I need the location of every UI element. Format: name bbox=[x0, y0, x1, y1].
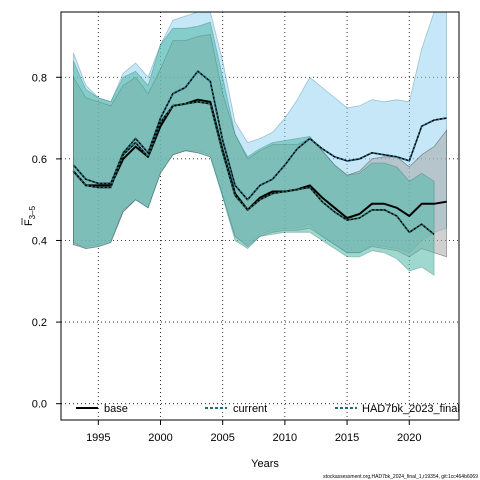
x-tick-label: 2000 bbox=[148, 432, 172, 444]
x-tick-label: 2005 bbox=[210, 432, 234, 444]
legend-item-current: current bbox=[205, 403, 267, 415]
svg-text:F3–5: F3–5 bbox=[23, 205, 37, 226]
band-had7bk-2023-final bbox=[73, 21, 435, 276]
y-tick-label: 0.2 bbox=[32, 317, 47, 329]
series-lines bbox=[72, 70, 447, 236]
legend-label-had7bk-2023-final: HAD7bk_2023_final bbox=[362, 403, 460, 415]
x-axis: 1995 2000 2005 2010 2015 2020 bbox=[86, 420, 421, 444]
y-tick-label: 0.4 bbox=[32, 235, 47, 247]
y-axis-title: F3–5 bbox=[21, 205, 37, 226]
y-tick-label: 0.0 bbox=[32, 399, 47, 411]
y-axis-title-sub: 3–5 bbox=[28, 205, 37, 219]
x-tick-label: 1995 bbox=[86, 432, 110, 444]
y-axis: 0.0 0.2 0.4 0.6 0.8 bbox=[32, 72, 61, 411]
legend-item-had7bk-2023-final: HAD7bk_2023_final bbox=[335, 403, 460, 415]
y-tick-label: 0.8 bbox=[32, 72, 47, 84]
caption: stockassessment.org,HAD7bk_2024_final_1,… bbox=[323, 474, 478, 480]
legend-label-base: base bbox=[104, 403, 128, 415]
x-tick-label: 2015 bbox=[335, 432, 359, 444]
line-current bbox=[72, 70, 447, 201]
x-tick-label: 2020 bbox=[397, 432, 421, 444]
x-tick-label: 2010 bbox=[273, 432, 297, 444]
confidence-bands bbox=[73, 12, 448, 276]
y-axis-title-main: F bbox=[23, 219, 35, 226]
y-tick-label: 0.6 bbox=[32, 154, 47, 166]
legend-item-base: base bbox=[76, 403, 128, 415]
x-axis-title: Years bbox=[251, 458, 279, 470]
line-had7bk-2023-final bbox=[72, 101, 435, 236]
line-base bbox=[72, 98, 447, 219]
legend: base current HAD7bk_2023_final bbox=[76, 403, 460, 415]
legend-label-current: current bbox=[233, 403, 267, 415]
plot-frame bbox=[60, 11, 460, 421]
